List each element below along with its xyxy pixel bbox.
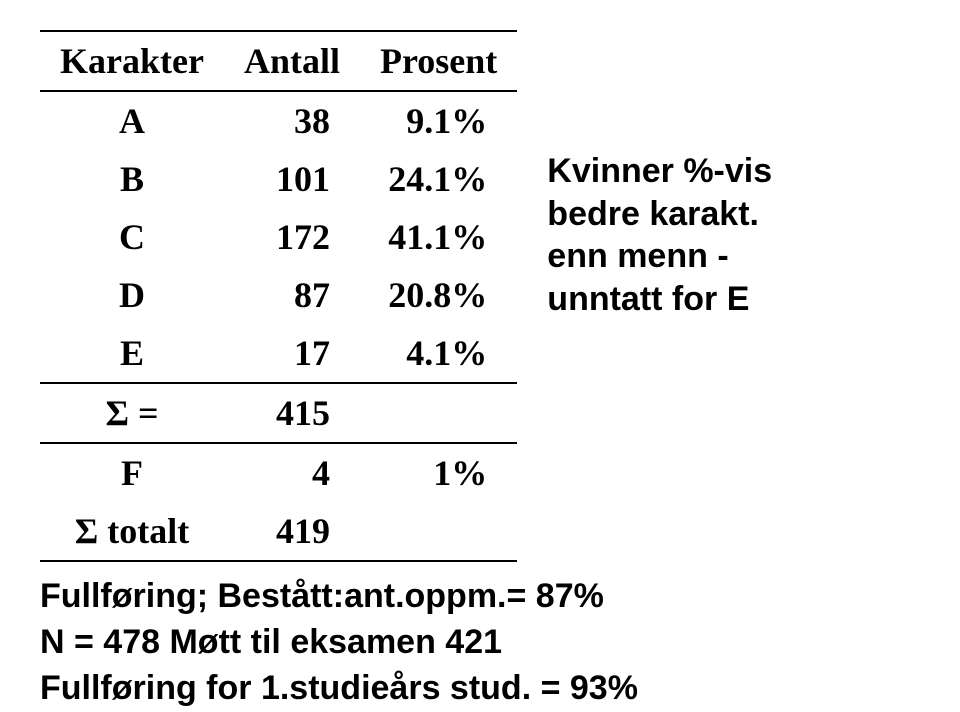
sidenote-line: enn menn - bbox=[547, 235, 772, 278]
total-percent bbox=[360, 502, 517, 561]
footer-line: Fullføring for 1.studieårs stud. = 93% bbox=[40, 666, 920, 712]
sigma-count: 415 bbox=[224, 383, 360, 443]
grade-cell: B bbox=[40, 150, 224, 208]
table-row: D 87 20.8% bbox=[40, 266, 517, 324]
footer-text: Fullføring; Bestått:ant.oppm.= 87% N = 4… bbox=[40, 574, 920, 712]
grade-cell: C bbox=[40, 208, 224, 266]
grade-cell: F bbox=[40, 443, 224, 502]
count-cell: 172 bbox=[224, 208, 360, 266]
percent-cell: 9.1% bbox=[360, 91, 517, 150]
sidenote-line: unntatt for E bbox=[547, 278, 772, 321]
count-cell: 87 bbox=[224, 266, 360, 324]
grade-table: Karakter Antall Prosent A 38 9.1% B 101 … bbox=[40, 30, 517, 562]
sigma-percent bbox=[360, 383, 517, 443]
f-row: F 4 1% bbox=[40, 443, 517, 502]
total-row: Σ totalt 419 bbox=[40, 502, 517, 561]
sigma-label: Σ = bbox=[40, 383, 224, 443]
sigma-row: Σ = 415 bbox=[40, 383, 517, 443]
col-prosent: Prosent bbox=[360, 31, 517, 91]
count-cell: 17 bbox=[224, 324, 360, 383]
footer-line: Fullføring; Bestått:ant.oppm.= 87% bbox=[40, 574, 920, 620]
sidenote-line: Kvinner %-vis bbox=[547, 150, 772, 193]
count-cell: 101 bbox=[224, 150, 360, 208]
sidenote-line: bedre karakt. bbox=[547, 193, 772, 236]
count-cell: 38 bbox=[224, 91, 360, 150]
percent-cell: 24.1% bbox=[360, 150, 517, 208]
grade-cell: E bbox=[40, 324, 224, 383]
col-karakter: Karakter bbox=[40, 31, 224, 91]
grade-cell: D bbox=[40, 266, 224, 324]
total-label: Σ totalt bbox=[40, 502, 224, 561]
table-row: A 38 9.1% bbox=[40, 91, 517, 150]
col-antall: Antall bbox=[224, 31, 360, 91]
sidenote: Kvinner %-vis bedre karakt. enn menn - u… bbox=[547, 150, 772, 320]
count-cell: 4 bbox=[224, 443, 360, 502]
footer-line: N = 478 Møtt til eksamen 421 bbox=[40, 620, 920, 666]
table-row: B 101 24.1% bbox=[40, 150, 517, 208]
table-row: C 172 41.1% bbox=[40, 208, 517, 266]
percent-cell: 4.1% bbox=[360, 324, 517, 383]
percent-cell: 41.1% bbox=[360, 208, 517, 266]
table-row: E 17 4.1% bbox=[40, 324, 517, 383]
percent-cell: 1% bbox=[360, 443, 517, 502]
total-count: 419 bbox=[224, 502, 360, 561]
grade-cell: A bbox=[40, 91, 224, 150]
percent-cell: 20.8% bbox=[360, 266, 517, 324]
